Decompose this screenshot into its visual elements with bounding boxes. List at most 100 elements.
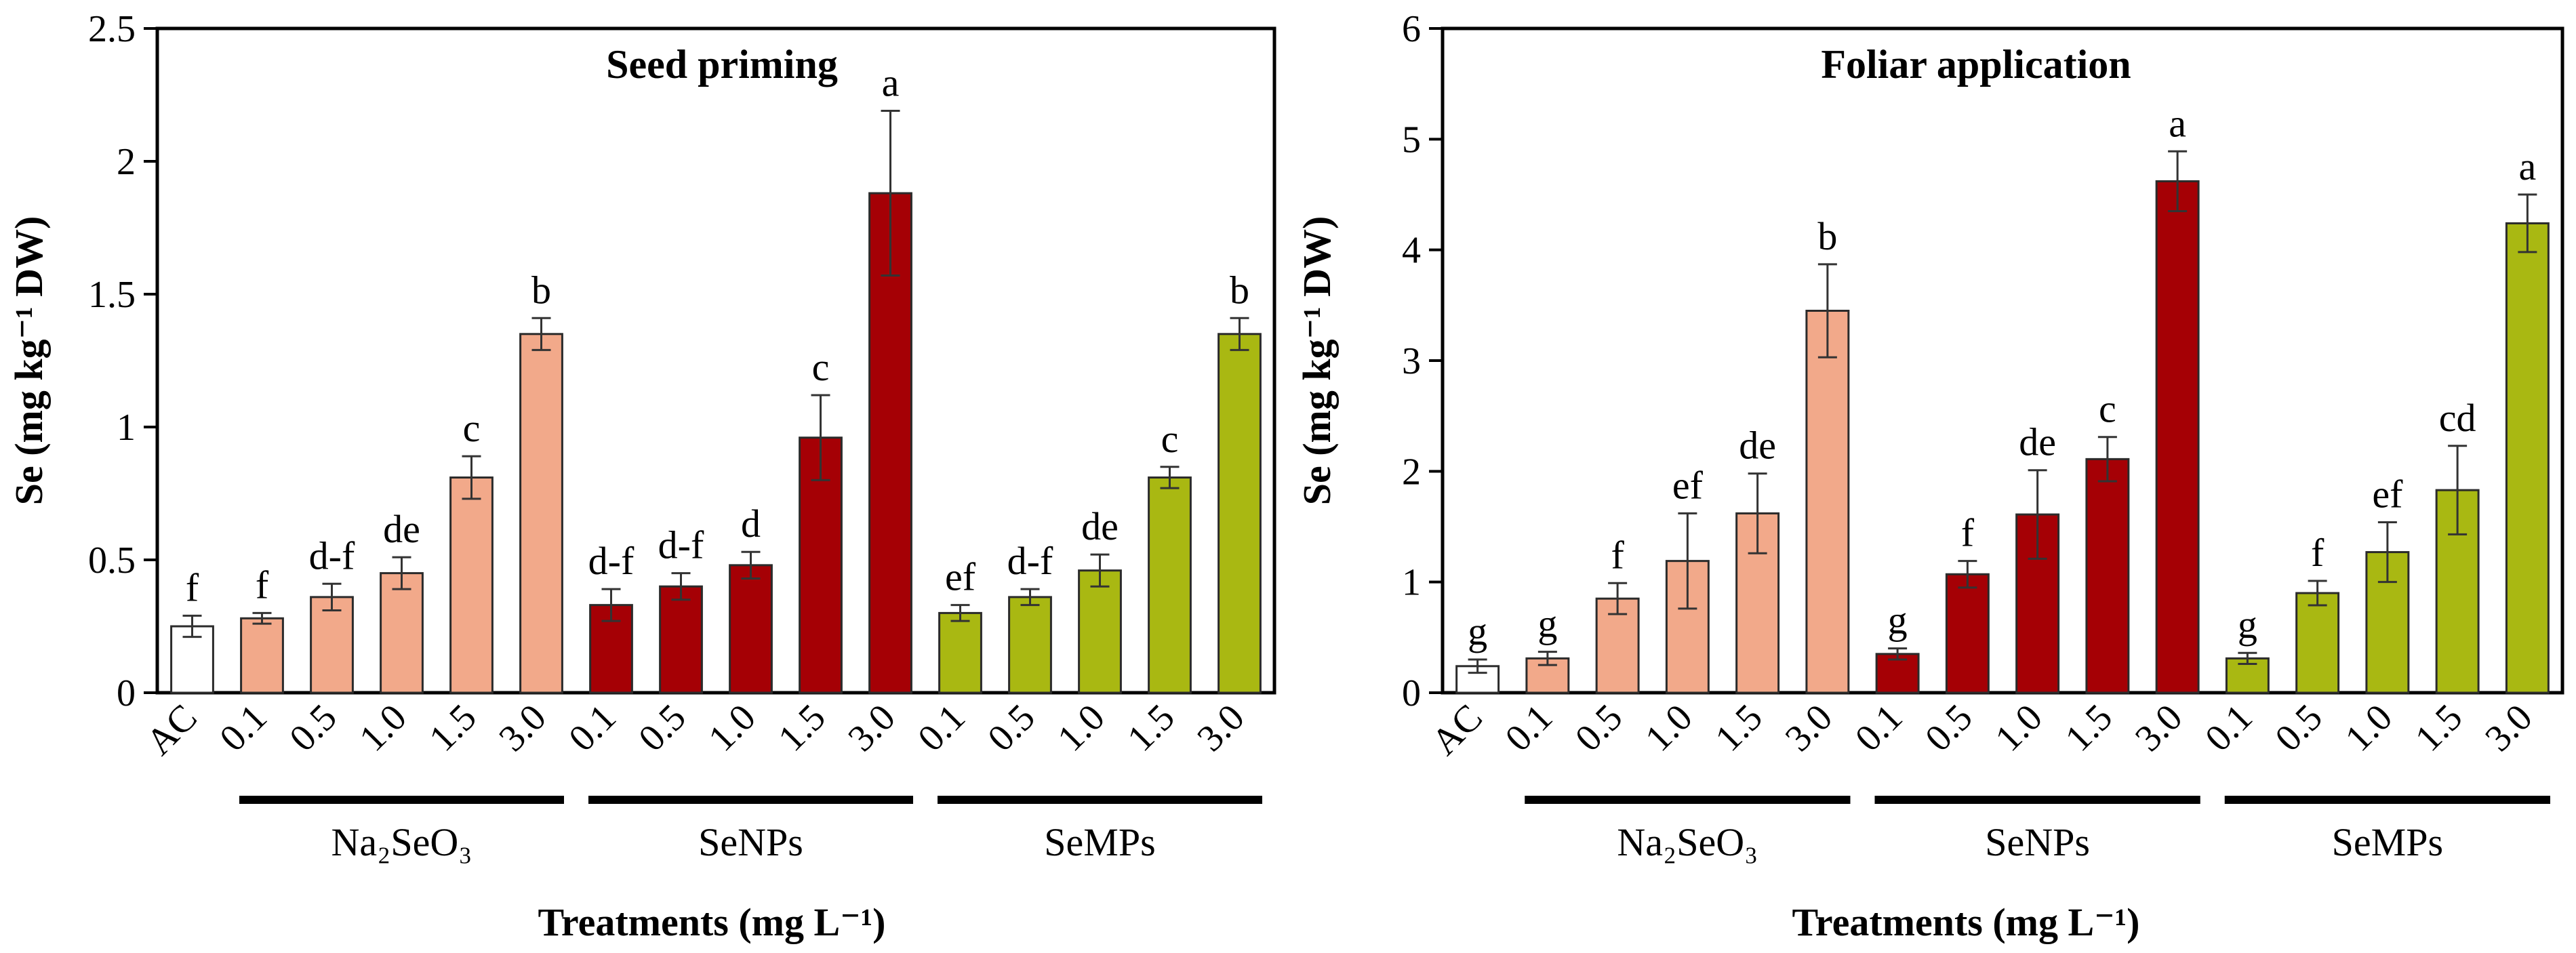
significance-letter: c xyxy=(463,406,481,450)
x-tick-label: 1.5 xyxy=(421,696,484,759)
significance-letter: c xyxy=(812,345,830,389)
bar xyxy=(240,617,284,694)
x-tick-label: 1.0 xyxy=(351,696,414,759)
significance-letter: f xyxy=(1611,533,1624,577)
bar xyxy=(1455,665,1500,694)
x-tick-label: 1.0 xyxy=(700,696,763,759)
group-label: SeNPs xyxy=(1985,820,2090,864)
x-tick-label: 3.0 xyxy=(491,696,554,759)
significance-letter: b xyxy=(531,268,551,312)
significance-letter: f xyxy=(256,563,269,607)
y-axis-title: Se (mg kg⁻¹ DW) xyxy=(7,216,51,506)
y-tick-label: 5 xyxy=(1402,119,1421,161)
bar xyxy=(449,476,494,694)
x-tick-label: 1.0 xyxy=(1987,696,2050,759)
significance-letter: d-f xyxy=(658,523,704,567)
significance-letter: d-f xyxy=(588,539,635,583)
bar xyxy=(1805,310,1850,694)
plot-frame xyxy=(155,26,1276,695)
group-label: Na₂SeO₃ xyxy=(1617,820,1758,864)
x-tick-label: AC xyxy=(138,696,205,763)
significance-letter: d-f xyxy=(309,533,355,577)
y-tick-label: 3 xyxy=(1402,340,1421,382)
x-axis-title: Treatments (mg L⁻¹) xyxy=(538,900,886,944)
x-tick-label: 0.5 xyxy=(980,696,1043,759)
significance-letter: a xyxy=(882,61,900,105)
x-tick-label: 1.5 xyxy=(2407,696,2470,759)
x-axis-title: Treatments (mg L⁻¹) xyxy=(1792,900,2140,944)
x-tick-label: 1.0 xyxy=(2337,696,2400,759)
x-tick-label: 1.0 xyxy=(1049,696,1112,759)
chart-title: Seed priming xyxy=(606,42,838,87)
x-tick-label: 3.0 xyxy=(2127,696,2190,759)
x-tick-label: 3.0 xyxy=(840,696,903,759)
significance-letter: g xyxy=(1537,602,1557,646)
y-tick-label: 2 xyxy=(1402,451,1421,493)
x-tick-label: 3.0 xyxy=(1777,696,1840,759)
bar xyxy=(2435,489,2480,694)
significance-letter: d xyxy=(741,502,761,546)
significance-letter: a xyxy=(2169,101,2186,145)
x-tick-label: 0.5 xyxy=(1567,696,1630,759)
x-tick-label: 1.5 xyxy=(2057,696,2120,759)
seed-priming-chart: 0 0.5 1 1.5 2 2.5 f AC f 0.1 d-f 0.5 de 1.0 c 1.5 b 3.0 d-… xyxy=(7,8,1276,944)
bar xyxy=(1595,597,1640,694)
x-tick-label: 0.5 xyxy=(1917,696,1980,759)
significance-letter: de xyxy=(2019,420,2056,464)
bar xyxy=(2155,180,2200,694)
y-tick-label: 4 xyxy=(1402,230,1421,272)
x-tick-label: 0.5 xyxy=(281,696,344,759)
x-tick-label: 0.1 xyxy=(561,696,624,759)
y-tick-label: 1 xyxy=(1402,562,1421,604)
x-tick-label: AC xyxy=(1424,696,1491,763)
y-tick-label: 0.5 xyxy=(88,540,136,582)
group-label: SeMPs xyxy=(2332,820,2443,864)
significance-letter: c xyxy=(2099,387,2116,431)
significance-letter: de xyxy=(383,507,420,551)
significance-letter: g xyxy=(2238,603,2257,647)
bar xyxy=(1525,657,1570,694)
bar xyxy=(1008,596,1052,694)
bar xyxy=(380,572,424,694)
significance-letter: a xyxy=(2519,144,2537,188)
significance-letter: de xyxy=(1081,504,1119,548)
bar xyxy=(1148,476,1192,694)
bar xyxy=(1217,333,1262,694)
x-tick-label: 3.0 xyxy=(2477,696,2540,759)
x-tick-label: 0.1 xyxy=(1847,696,1910,759)
x-tick-label: 0.1 xyxy=(910,696,973,759)
bar xyxy=(1078,569,1122,694)
y-tick-label: 1 xyxy=(117,407,136,449)
y-tick-label: 6 xyxy=(1402,8,1421,50)
bar xyxy=(2085,458,2130,694)
x-tick-label: 0.1 xyxy=(212,696,275,759)
significance-letter: ef xyxy=(1672,463,1704,507)
bar xyxy=(938,611,982,694)
x-tick-label: 0.5 xyxy=(630,696,693,759)
x-tick-label: 1.5 xyxy=(1707,696,1770,759)
foliar-application-chart: 0123456gACg0.1f0.5ef1.0de1.5b3.0g0.1f0.5… xyxy=(1295,8,2564,944)
y-tick-label: 1.5 xyxy=(88,274,136,316)
significance-letter: b xyxy=(1230,268,1249,312)
y-tick-label: 0 xyxy=(117,672,136,714)
x-tick-label: 0.5 xyxy=(2267,696,2330,759)
x-tick-label: 0.1 xyxy=(1497,696,1561,759)
group-label: Na₂SeO₃ xyxy=(331,820,472,864)
y-tick-label: 2 xyxy=(117,141,136,183)
significance-letter: c xyxy=(1161,417,1179,461)
significance-letter: b xyxy=(1817,214,1837,258)
bar xyxy=(1945,573,1990,694)
x-tick-label: 3.0 xyxy=(1189,696,1252,759)
y-tick-label: 0 xyxy=(1402,672,1421,714)
bar xyxy=(2295,592,2340,694)
significance-letter: f xyxy=(186,565,199,609)
significance-letter: de xyxy=(1739,424,1776,468)
x-tick-label: 1.5 xyxy=(1119,696,1182,759)
significance-letter: ef xyxy=(945,555,976,599)
bar xyxy=(729,564,773,694)
group-label: SeNPs xyxy=(698,820,803,864)
bar xyxy=(2505,222,2550,694)
x-tick-label: 0.1 xyxy=(2197,696,2260,759)
y-axis-title: Se (mg kg⁻¹ DW) xyxy=(1295,216,1339,506)
significance-letter: f xyxy=(1961,511,1975,555)
